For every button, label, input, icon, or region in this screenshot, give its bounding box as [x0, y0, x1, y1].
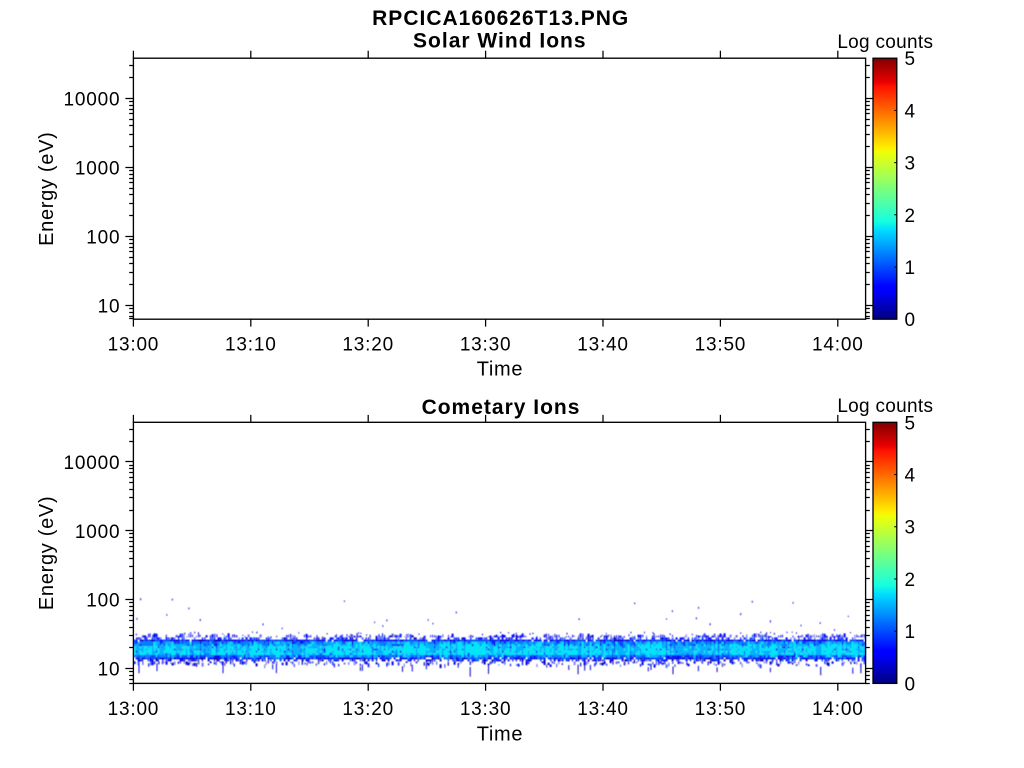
svg-text:10000: 10000 — [64, 89, 121, 110]
svg-text:13:30: 13:30 — [460, 699, 512, 720]
svg-text:0: 0 — [905, 310, 916, 331]
svg-text:1000: 1000 — [75, 522, 120, 543]
svg-text:10000: 10000 — [64, 453, 121, 474]
svg-text:1: 1 — [905, 258, 916, 279]
svg-text:4: 4 — [905, 466, 916, 487]
svg-text:Solar Wind Ions: Solar Wind Ions — [413, 30, 586, 53]
svg-text:3: 3 — [905, 518, 916, 539]
svg-text:Time: Time — [477, 359, 524, 381]
svg-text:Log counts: Log counts — [837, 396, 933, 417]
svg-text:RPCICA160626T13.PNG: RPCICA160626T13.PNG — [372, 7, 629, 30]
svg-text:Time: Time — [477, 723, 524, 745]
svg-text:1: 1 — [905, 622, 916, 643]
svg-text:13:30: 13:30 — [460, 334, 512, 355]
svg-text:4: 4 — [905, 101, 916, 122]
svg-text:100: 100 — [86, 227, 120, 248]
svg-text:14:00: 14:00 — [812, 334, 864, 355]
svg-text:2: 2 — [905, 206, 916, 227]
svg-text:5: 5 — [905, 49, 916, 70]
svg-text:13:10: 13:10 — [225, 334, 277, 355]
svg-text:5: 5 — [905, 413, 916, 434]
svg-text:Cometary Ions: Cometary Ions — [422, 396, 581, 419]
svg-text:Energy (eV): Energy (eV) — [36, 131, 58, 245]
svg-text:13:40: 13:40 — [577, 699, 629, 720]
svg-text:13:50: 13:50 — [695, 334, 747, 355]
svg-text:3: 3 — [905, 154, 916, 175]
svg-text:13:00: 13:00 — [108, 334, 160, 355]
svg-text:1000: 1000 — [75, 158, 120, 179]
svg-text:10: 10 — [98, 660, 121, 681]
svg-text:Energy (eV): Energy (eV) — [36, 496, 58, 610]
svg-text:13:20: 13:20 — [342, 334, 394, 355]
svg-text:13:20: 13:20 — [342, 699, 394, 720]
svg-text:10: 10 — [98, 296, 121, 317]
svg-text:100: 100 — [86, 591, 120, 612]
svg-text:2: 2 — [905, 570, 916, 591]
svg-text:14:00: 14:00 — [812, 699, 864, 720]
svg-text:13:40: 13:40 — [577, 334, 629, 355]
svg-text:Log counts: Log counts — [837, 32, 933, 53]
svg-text:13:00: 13:00 — [108, 699, 160, 720]
svg-text:0: 0 — [905, 674, 916, 695]
svg-text:13:10: 13:10 — [225, 699, 277, 720]
svg-text:13:50: 13:50 — [695, 699, 747, 720]
